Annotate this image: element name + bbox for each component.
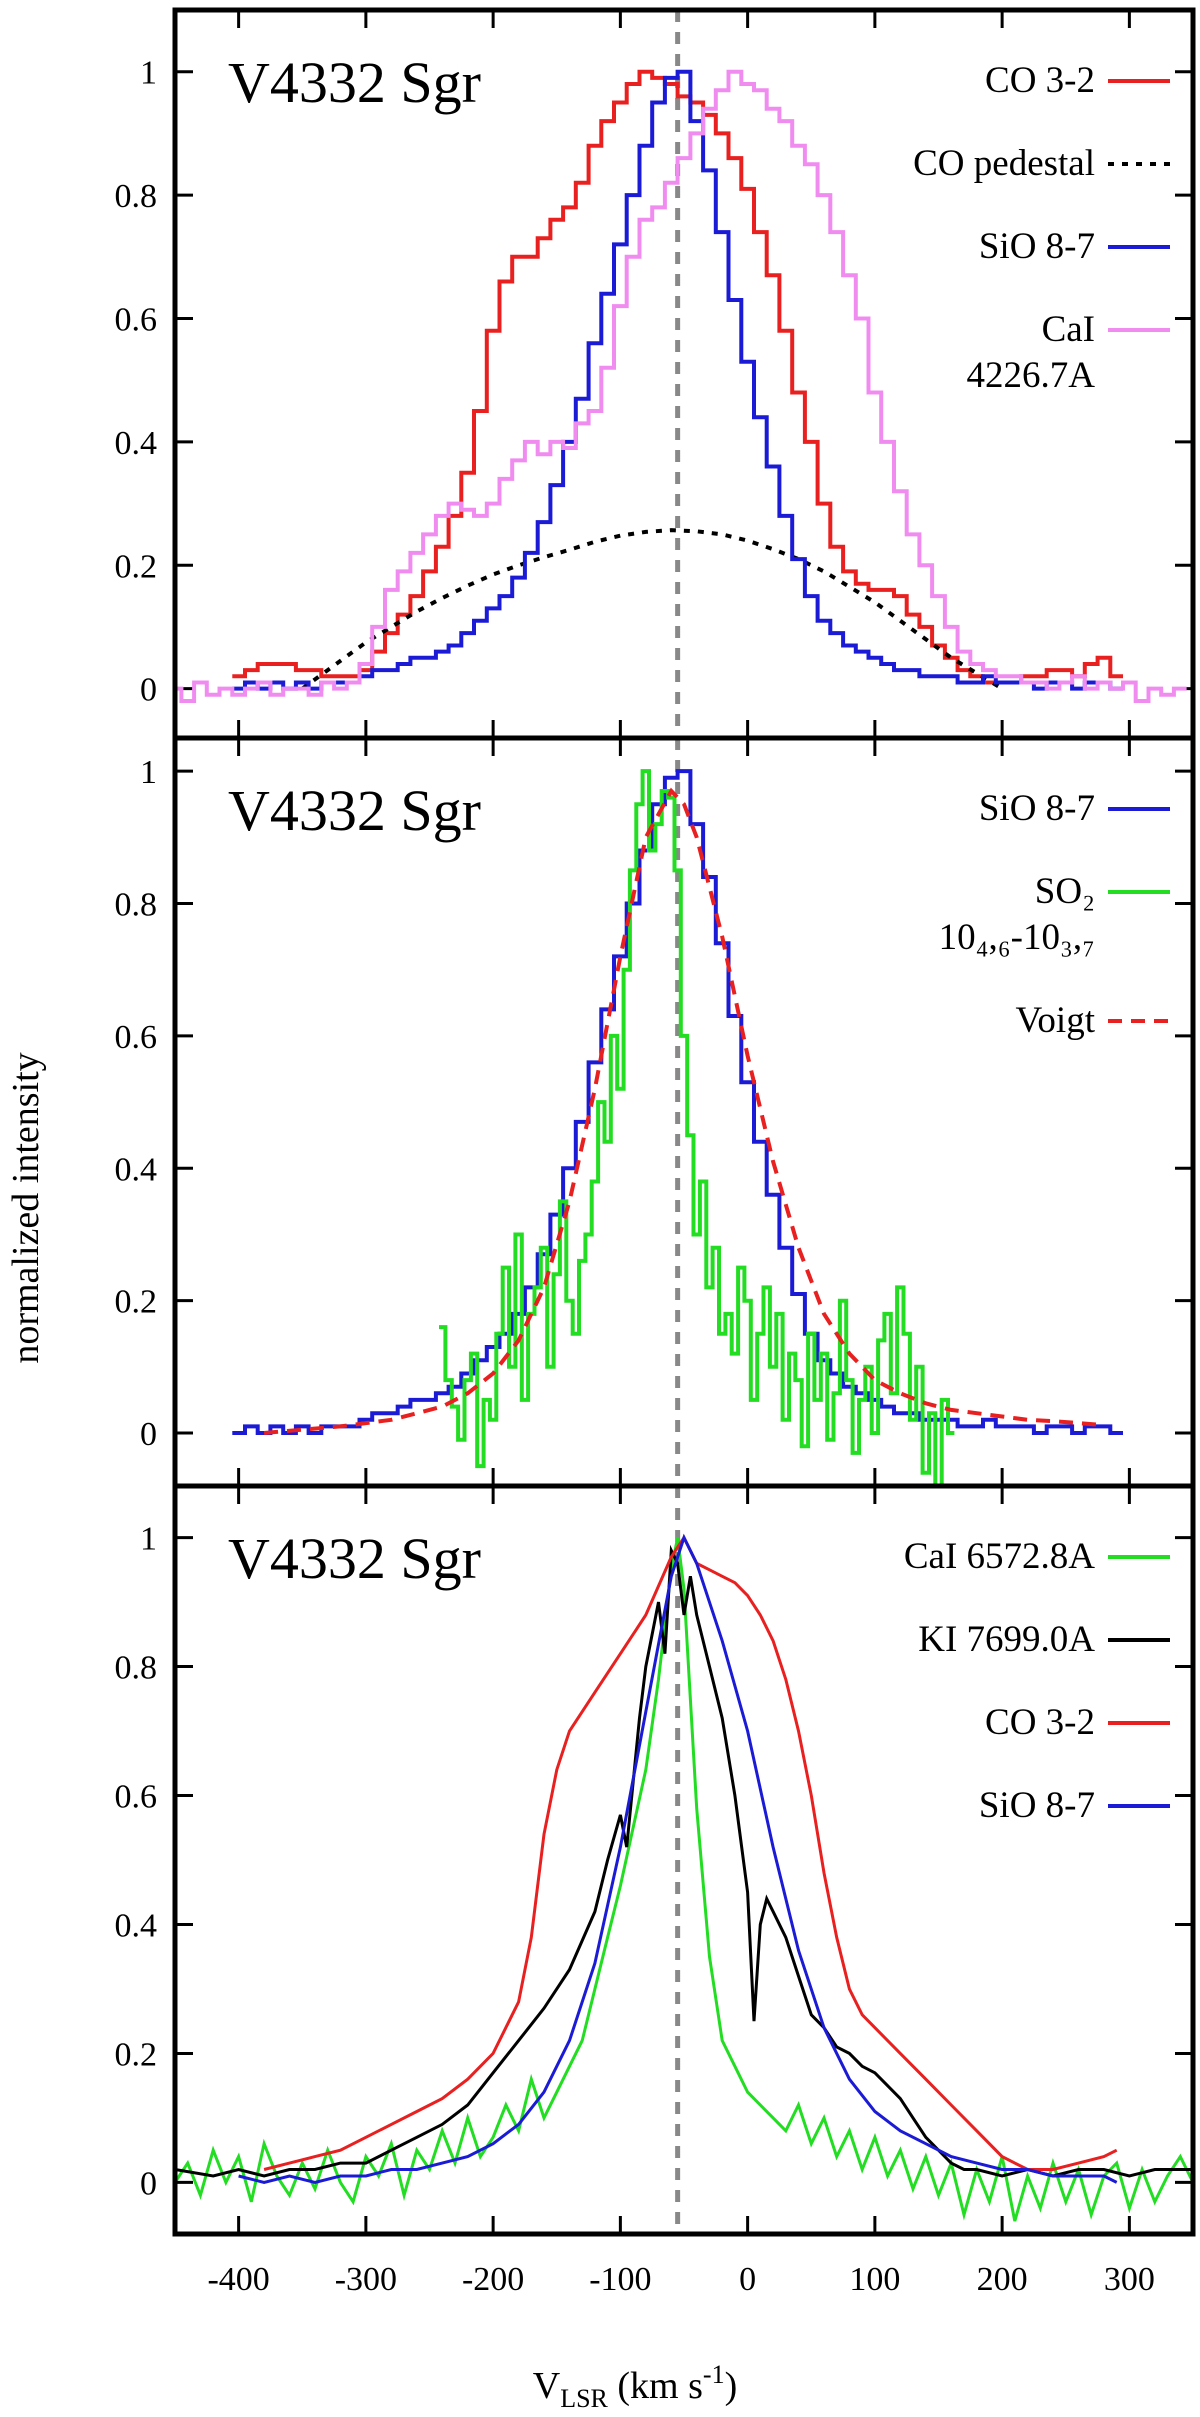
panel-bottom: 0 0.2 0.4 0.6 0.8 1 V4332 Sgr CaI 6572.8A KI 769… — [115, 1483, 1196, 2237]
y-tick-label: 0.4 — [115, 1907, 158, 1944]
x-tick-label: 300 — [1104, 2261, 1155, 2298]
panel-title: V4332 Sgr — [228, 778, 481, 843]
series-group — [175, 1533, 1193, 2222]
series-co-3-2-line — [232, 69, 1123, 685]
legend-label: Voigt — [1015, 1000, 1095, 1041]
legend-label: CaI 6572.8A — [904, 1536, 1095, 1577]
y-tick-label: 0.8 — [115, 1650, 158, 1687]
x-axis-ticks: -400 -300 -200 -100 0 100 200 300 — [207, 2261, 1154, 2298]
y-tick-label: 0.6 — [115, 301, 158, 338]
y-tick-label: 0.2 — [115, 1284, 158, 1321]
panel-middle: 0 0.2 0.4 0.6 0.8 1 V4332 Sgr SiO 8-7 SO₂ 10₄,₆-1… — [115, 735, 1196, 1489]
legend-label: CaI — [1042, 309, 1095, 350]
panel-frame — [172, 1483, 1196, 2237]
legend-label: CO pedestal — [913, 143, 1095, 184]
series-co-pedestal-line — [301, 528, 1004, 691]
y-tick-label: 0 — [140, 2165, 157, 2202]
series-group — [175, 69, 1187, 703]
x-tick-label: -300 — [335, 2261, 397, 2298]
y-tick-label: 1 — [140, 55, 157, 92]
x-tick-label: -400 — [207, 2261, 269, 2298]
legend-label: SiO 8-7 — [979, 788, 1095, 829]
series-cai-4226-7a-line — [175, 69, 1187, 703]
series-co-3-2-line — [263, 1534, 1118, 2171]
x-tick-label: -100 — [589, 2261, 651, 2298]
y-tick-label: 0 — [140, 1416, 157, 1453]
series-ki-7699-0a-line — [175, 1544, 1193, 2178]
panel-frame — [172, 735, 1196, 1489]
legend-label: SO₂ — [1035, 871, 1095, 912]
x-tick-label: 100 — [849, 2261, 900, 2298]
y-tick-label: 0.8 — [115, 178, 158, 215]
y-tick-label: 0 — [140, 672, 157, 709]
legend-label: CO 3-2 — [985, 60, 1095, 101]
legend-label: CO 3-2 — [985, 1702, 1095, 1743]
x-tick-label: 200 — [977, 2261, 1028, 2298]
y-tick-label: 0.2 — [115, 548, 158, 585]
panel-title: V4332 Sgr — [228, 50, 481, 115]
y-tick-label: 0.2 — [115, 2036, 158, 2073]
y-tick-label: 0.4 — [115, 425, 158, 462]
y-axis-label: normalized intensity — [5, 1052, 47, 1363]
series-so-10-10-line — [439, 769, 955, 1486]
series-sio-8-7-line — [238, 1533, 1118, 2184]
series-group — [232, 769, 1123, 1486]
y-tick-label: 0.6 — [115, 1019, 158, 1056]
y-tick-label: 0.4 — [115, 1151, 158, 1188]
legend-label: SiO 8-7 — [979, 1785, 1095, 1826]
y-tick-label: 0.6 — [115, 1779, 158, 1816]
legend-label: 10₄,₆-10₃,₇ — [939, 917, 1095, 958]
y-tick-label: 1 — [140, 754, 157, 791]
y-tick-label: 1 — [140, 1521, 157, 1558]
series-cai-6572-8a-line — [175, 1537, 1193, 2222]
y-tick-label: 0.8 — [115, 886, 158, 923]
legend-label: 4226.7A — [967, 355, 1096, 396]
panel-title: V4332 Sgr — [228, 1526, 481, 1591]
series-voigt-line — [263, 787, 1105, 1435]
panel-top: 0 0.2 0.4 0.6 0.8 1 V4332 Sgr CO 3-2 CO pedestal… — [115, 7, 1196, 741]
series-sio-8-7-line — [232, 69, 1123, 691]
x-tick-label: 0 — [739, 2261, 756, 2298]
legend-label: SiO 8-7 — [979, 226, 1095, 267]
x-tick-label: -200 — [462, 2261, 524, 2298]
x-axis-label: VLSR (km s-1) — [533, 2360, 737, 2413]
legend-label: KI 7699.0A — [918, 1619, 1095, 1660]
